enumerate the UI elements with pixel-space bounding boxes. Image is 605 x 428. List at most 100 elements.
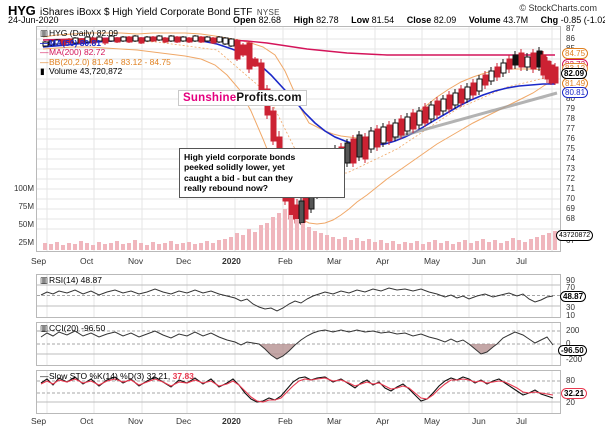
rsi-line xyxy=(40,287,554,312)
price-tick-74: 74 xyxy=(566,154,575,163)
x-label-mar: Mar xyxy=(327,256,342,266)
quote-date: 24-Jun-2020 xyxy=(8,15,59,25)
volume-bars-icon: ▮ xyxy=(40,66,45,77)
x-label-jul: Jul xyxy=(516,256,527,266)
x-label-2020: 2020 xyxy=(222,256,241,266)
price-tick-80: 80 xyxy=(566,94,575,103)
change-label: Chg xyxy=(540,15,559,25)
x-label-dec: Dec xyxy=(176,256,192,266)
high-value: 82.78 xyxy=(316,15,339,25)
rsi-panel[interactable]: ▥RSI(14) 48.87 xyxy=(36,274,561,318)
exchange-label: NYSE xyxy=(256,8,280,17)
low-value: 81.54 xyxy=(371,15,395,25)
company-name: iShares iBoxx $ High Yield Corporate Bon… xyxy=(40,7,253,18)
cci-legend-label: CCI(20) -96.50 xyxy=(49,323,106,333)
x2-label-dec: Dec xyxy=(176,416,192,426)
price-tick-78: 78 xyxy=(566,114,575,123)
stochastic-plot xyxy=(37,371,560,413)
x2-label-mar: Mar xyxy=(327,416,342,426)
price-tick-76: 76 xyxy=(566,134,575,143)
cci-tick-neg-200: -200 xyxy=(566,355,583,364)
stochastic-indicator-icon: — xyxy=(40,371,49,381)
volume-tick-75m: 75M xyxy=(18,202,34,211)
chart-annotation-callout: High yield corporate bonds peeked solidl… xyxy=(179,148,345,198)
cci-plot xyxy=(37,323,560,365)
price-tick-68: 68 xyxy=(566,214,575,223)
volume-tick-100m: 100M xyxy=(13,184,34,193)
volume-value: 43.7M xyxy=(503,15,529,25)
tag-rsi-value: 48.87 xyxy=(560,291,587,302)
volume-tick-25m: 25M xyxy=(18,238,34,247)
volume-tick-50m: 50M xyxy=(18,220,34,229)
annotation-line-4: really rebound now? xyxy=(184,183,269,194)
rsi-tick-90: 90 xyxy=(566,276,575,285)
cci-tick-0: 0 xyxy=(566,339,571,348)
stochastic-panel[interactable]: —Slow STO %K(14) %D(3) 32.21, 37.83 xyxy=(36,370,561,414)
cci-legend: ▥CCI(20) -96.50 xyxy=(40,323,106,334)
x2-label-may: May xyxy=(424,416,441,426)
legend-ma50: MA(50) 80.81 xyxy=(49,37,101,48)
x2-label-oct: Oct xyxy=(80,416,94,426)
x-label-feb: Feb xyxy=(278,256,293,266)
low-label: Low xyxy=(351,15,370,25)
horizontal-gridlines xyxy=(37,28,560,230)
rsi-plot xyxy=(37,275,560,317)
x-label-sep: Sep xyxy=(31,256,47,266)
annotation-line-3: caught a bid - but can they xyxy=(184,172,293,183)
rsi-tick-10: 10 xyxy=(566,311,575,320)
open-value: 82.68 xyxy=(258,15,282,25)
cci-panel[interactable]: ▥CCI(20) -96.50 xyxy=(36,322,561,366)
stochastic-legend: —Slow STO %K(14) %D(3) 32.21, 37.83 xyxy=(40,371,194,382)
ticker-symbol: HYG xyxy=(8,3,36,18)
price-panel[interactable]: ▥HYG (Daily) 82.09 —MA(50) 80.81 —MA(200… xyxy=(36,26,561,252)
cci-line xyxy=(40,329,554,360)
x2-label-nov: Nov xyxy=(128,416,144,426)
rsi-tick-30: 30 xyxy=(566,303,575,312)
price-tick-75: 75 xyxy=(566,144,575,153)
price-legend: ▥HYG (Daily) 82.09 —MA(50) 80.81 —MA(200… xyxy=(40,28,171,77)
tag-volume: 43720872 xyxy=(556,230,594,241)
annotation-line-1: High yield corporate bonds xyxy=(184,152,296,162)
rsi-tick-70: 70 xyxy=(566,283,575,292)
x2-label-2020: 2020 xyxy=(222,416,241,426)
x-label-nov: Nov xyxy=(128,256,144,266)
tag-sto-value: 32.21 xyxy=(561,388,588,399)
x-label-oct: Oct xyxy=(80,256,94,266)
watermark-sunshine-profits: SunshineProfits.com xyxy=(178,90,307,106)
price-tick-73: 73 xyxy=(566,164,575,173)
watermark-second-word: Profits.com xyxy=(236,92,302,104)
annotation-line-2: peeked solidly lower, yet xyxy=(184,162,285,173)
price-plot xyxy=(37,27,560,251)
ohlc-quote-bar: Open 82.68 High 82.78 Low 81.54 Close 82… xyxy=(233,15,605,25)
tag-last-price: 82.09 xyxy=(561,68,588,79)
candlestick-icon: ▥ xyxy=(40,28,49,38)
price-tick-71: 71 xyxy=(566,184,575,193)
tag-bb-upper: 84.75 xyxy=(562,48,589,59)
legend-volume: Volume 43,720,872 xyxy=(49,66,123,77)
chart-header: HYG iShares iBoxx $ High Yield Corporate… xyxy=(8,2,597,26)
x2-label-apr: Apr xyxy=(376,416,390,426)
price-tick-70: 70 xyxy=(566,194,575,203)
x2-label-feb: Feb xyxy=(278,416,293,426)
rsi-legend-label: RSI(14) 48.87 xyxy=(49,275,102,285)
rsi-legend: ▥RSI(14) 48.87 xyxy=(40,275,102,286)
cci-fill-negative xyxy=(259,344,497,359)
cci-indicator-icon: ▥ xyxy=(40,323,49,333)
bollinger-swatch-icon: — xyxy=(40,56,49,67)
close-label: Close xyxy=(406,15,432,25)
open-label: Open xyxy=(233,15,257,25)
price-tick-87: 87 xyxy=(566,24,575,33)
price-tick-86: 86 xyxy=(566,34,575,43)
sto-tick-80: 80 xyxy=(566,376,575,385)
close-value: 82.09 xyxy=(433,15,457,25)
legend-price: HYG (Daily) 82.09 xyxy=(49,28,118,38)
change-value: -0.85 (-1.02%) xyxy=(560,15,605,25)
source-attribution: © StockCharts.com xyxy=(519,3,597,13)
ma50-swatch-icon: — xyxy=(40,37,49,48)
x-label-may: May xyxy=(424,256,441,266)
rsi-indicator-icon: ▥ xyxy=(40,275,49,285)
cci-tick-200: 200 xyxy=(566,326,580,335)
watermark-first-word: Sunshine xyxy=(183,92,237,104)
sto-d-value: 37.83 xyxy=(172,371,194,381)
